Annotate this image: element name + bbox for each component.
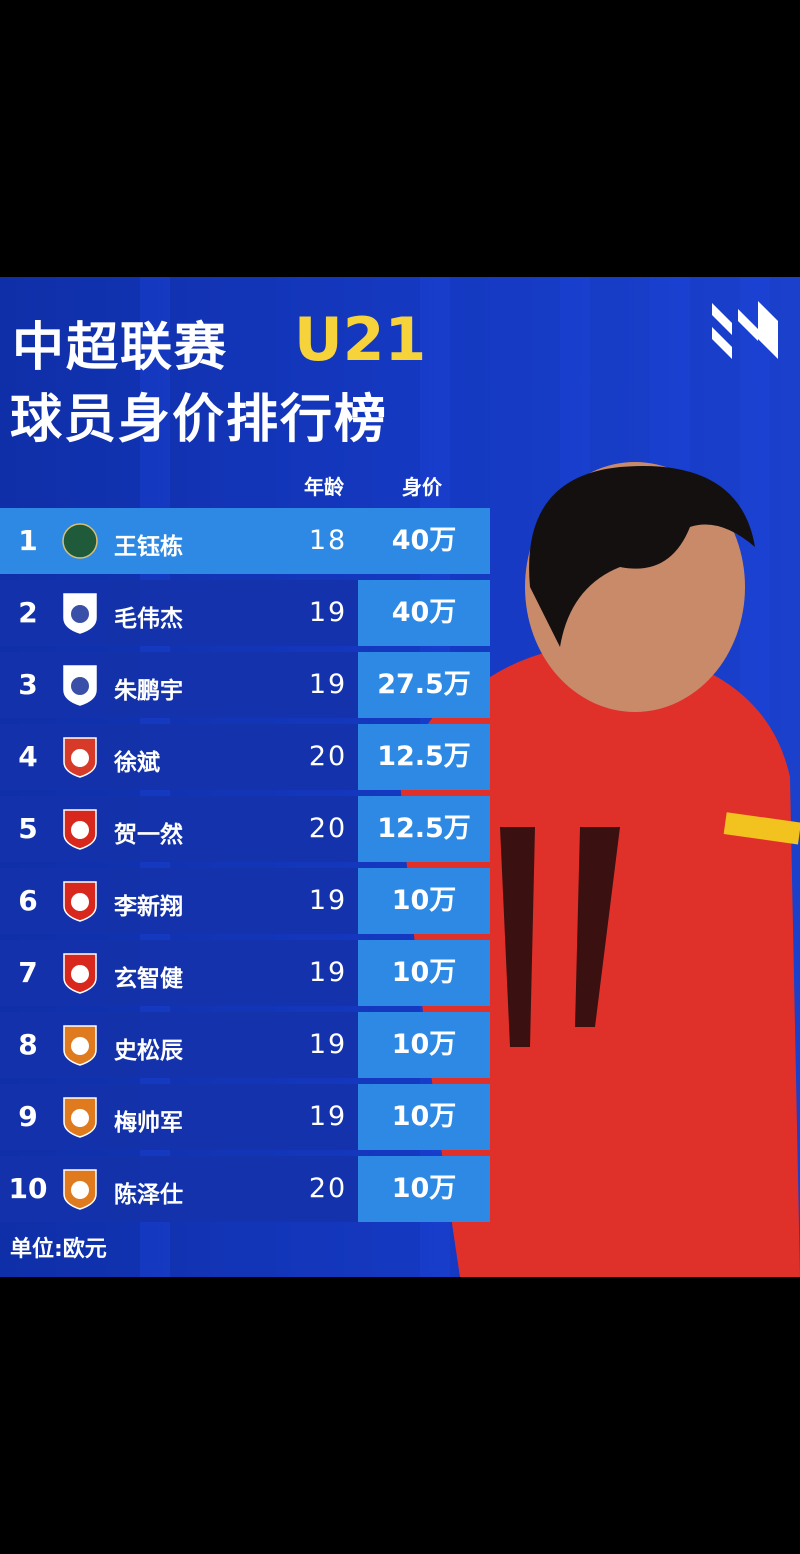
market-value: 10万 — [358, 1156, 490, 1222]
player-name: 王钰栋 — [114, 534, 183, 560]
market-value: 10万 — [358, 940, 490, 1006]
player-name: 贺一然 — [114, 822, 183, 848]
table-row: 9 梅帅军 19 10万 — [0, 1084, 490, 1150]
player-name: 史松辰 — [114, 1038, 183, 1064]
player-age: 20 — [308, 1173, 348, 1204]
column-header-value: 身价 — [402, 475, 442, 499]
market-value: 27.5万 — [358, 652, 490, 718]
rank: 10 — [8, 1172, 48, 1205]
title-line-1: 中超联赛 — [12, 318, 229, 378]
player-age: 19 — [308, 1101, 348, 1132]
player-age: 19 — [308, 669, 348, 700]
market-value: 10万 — [358, 868, 490, 934]
player-age: 20 — [308, 813, 348, 844]
player-name: 毛伟杰 — [114, 606, 183, 632]
player-photo — [400, 462, 800, 1277]
club-badge-icon — [63, 665, 97, 706]
unit-note: 单位:欧元 — [10, 1237, 107, 1262]
club-badge-icon — [63, 1025, 97, 1066]
rank: 3 — [18, 668, 38, 701]
player-age: 19 — [308, 597, 348, 628]
player-age: 19 — [308, 885, 348, 916]
table-row: 8 史松辰 19 10万 — [0, 1012, 490, 1078]
market-value: 12.5万 — [358, 724, 490, 790]
rank: 5 — [18, 812, 38, 845]
rank: 7 — [18, 956, 38, 989]
table-row: 10 陈泽仕 20 10万 — [0, 1156, 490, 1222]
table-row: 4 徐斌 20 12.5万 — [0, 724, 490, 790]
club-badge-icon — [63, 593, 97, 634]
table-row: 5 贺一然 20 12.5万 — [0, 796, 490, 862]
ranking-poster: 中超联赛 U21 球员身价排行榜 年龄 身价 1 王钰栋 18 40万 2 毛伟杰… — [0, 277, 800, 1277]
player-age: 20 — [308, 741, 348, 772]
table-row: 1 王钰栋 18 40万 — [0, 508, 490, 574]
market-value: 12.5万 — [358, 796, 490, 862]
rank: 2 — [18, 596, 38, 629]
table-row: 7 玄智健 19 10万 — [0, 940, 490, 1006]
brand-logo-icon — [712, 301, 778, 359]
player-age: 19 — [308, 1029, 348, 1060]
table-row: 6 李新翔 19 10万 — [0, 868, 490, 934]
club-badge-icon — [62, 523, 98, 559]
rank: 8 — [18, 1028, 38, 1061]
u21-badge: U21 — [294, 305, 427, 375]
player-name: 玄智健 — [114, 966, 183, 992]
column-header-age: 年龄 — [304, 475, 344, 499]
club-badge-icon — [63, 1169, 97, 1210]
player-name: 徐斌 — [114, 750, 160, 776]
rank: 9 — [18, 1100, 38, 1133]
player-name: 梅帅军 — [114, 1110, 183, 1136]
rank: 6 — [18, 884, 38, 917]
club-badge-icon — [63, 1097, 97, 1138]
table-row: 2 毛伟杰 19 40万 — [0, 580, 490, 646]
title-line-2: 球员身价排行榜 — [10, 390, 389, 450]
rank: 4 — [18, 740, 38, 773]
club-badge-icon — [63, 953, 97, 994]
player-age: 19 — [308, 957, 348, 988]
market-value: 40万 — [391, 525, 457, 556]
market-value: 40万 — [358, 580, 490, 646]
market-value: 10万 — [358, 1012, 490, 1078]
club-badge-icon — [63, 737, 97, 778]
player-name: 李新翔 — [114, 894, 183, 920]
table-row: 3 朱鹏宇 19 27.5万 — [0, 652, 490, 718]
rank: 1 — [18, 524, 38, 557]
club-badge-icon — [63, 881, 97, 922]
player-age: 18 — [308, 525, 348, 556]
player-name: 朱鹏宇 — [114, 678, 183, 704]
market-value: 10万 — [358, 1084, 490, 1150]
player-name: 陈泽仕 — [114, 1182, 183, 1208]
club-badge-icon — [63, 809, 97, 850]
